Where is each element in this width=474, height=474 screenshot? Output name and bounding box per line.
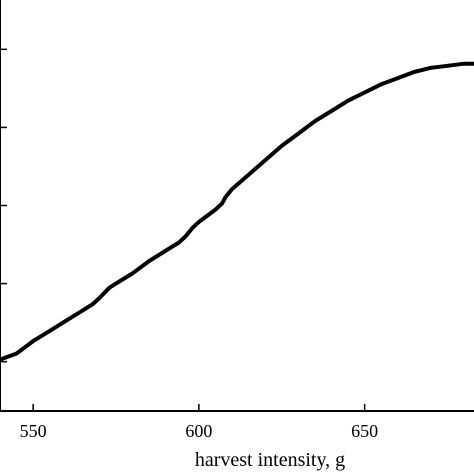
x-axis-label: harvest intensity, g <box>195 449 345 471</box>
x-tick-label: 600 <box>185 421 212 441</box>
x-tick-label: 550 <box>20 421 47 441</box>
x-tick-labels: 550 600 650 <box>20 421 378 441</box>
y-tick-marks <box>0 48 7 363</box>
x-tick-label: 650 <box>351 421 378 441</box>
x-tick-marks <box>32 404 366 411</box>
axes-frame <box>0 0 474 412</box>
series-line <box>0 61 474 362</box>
